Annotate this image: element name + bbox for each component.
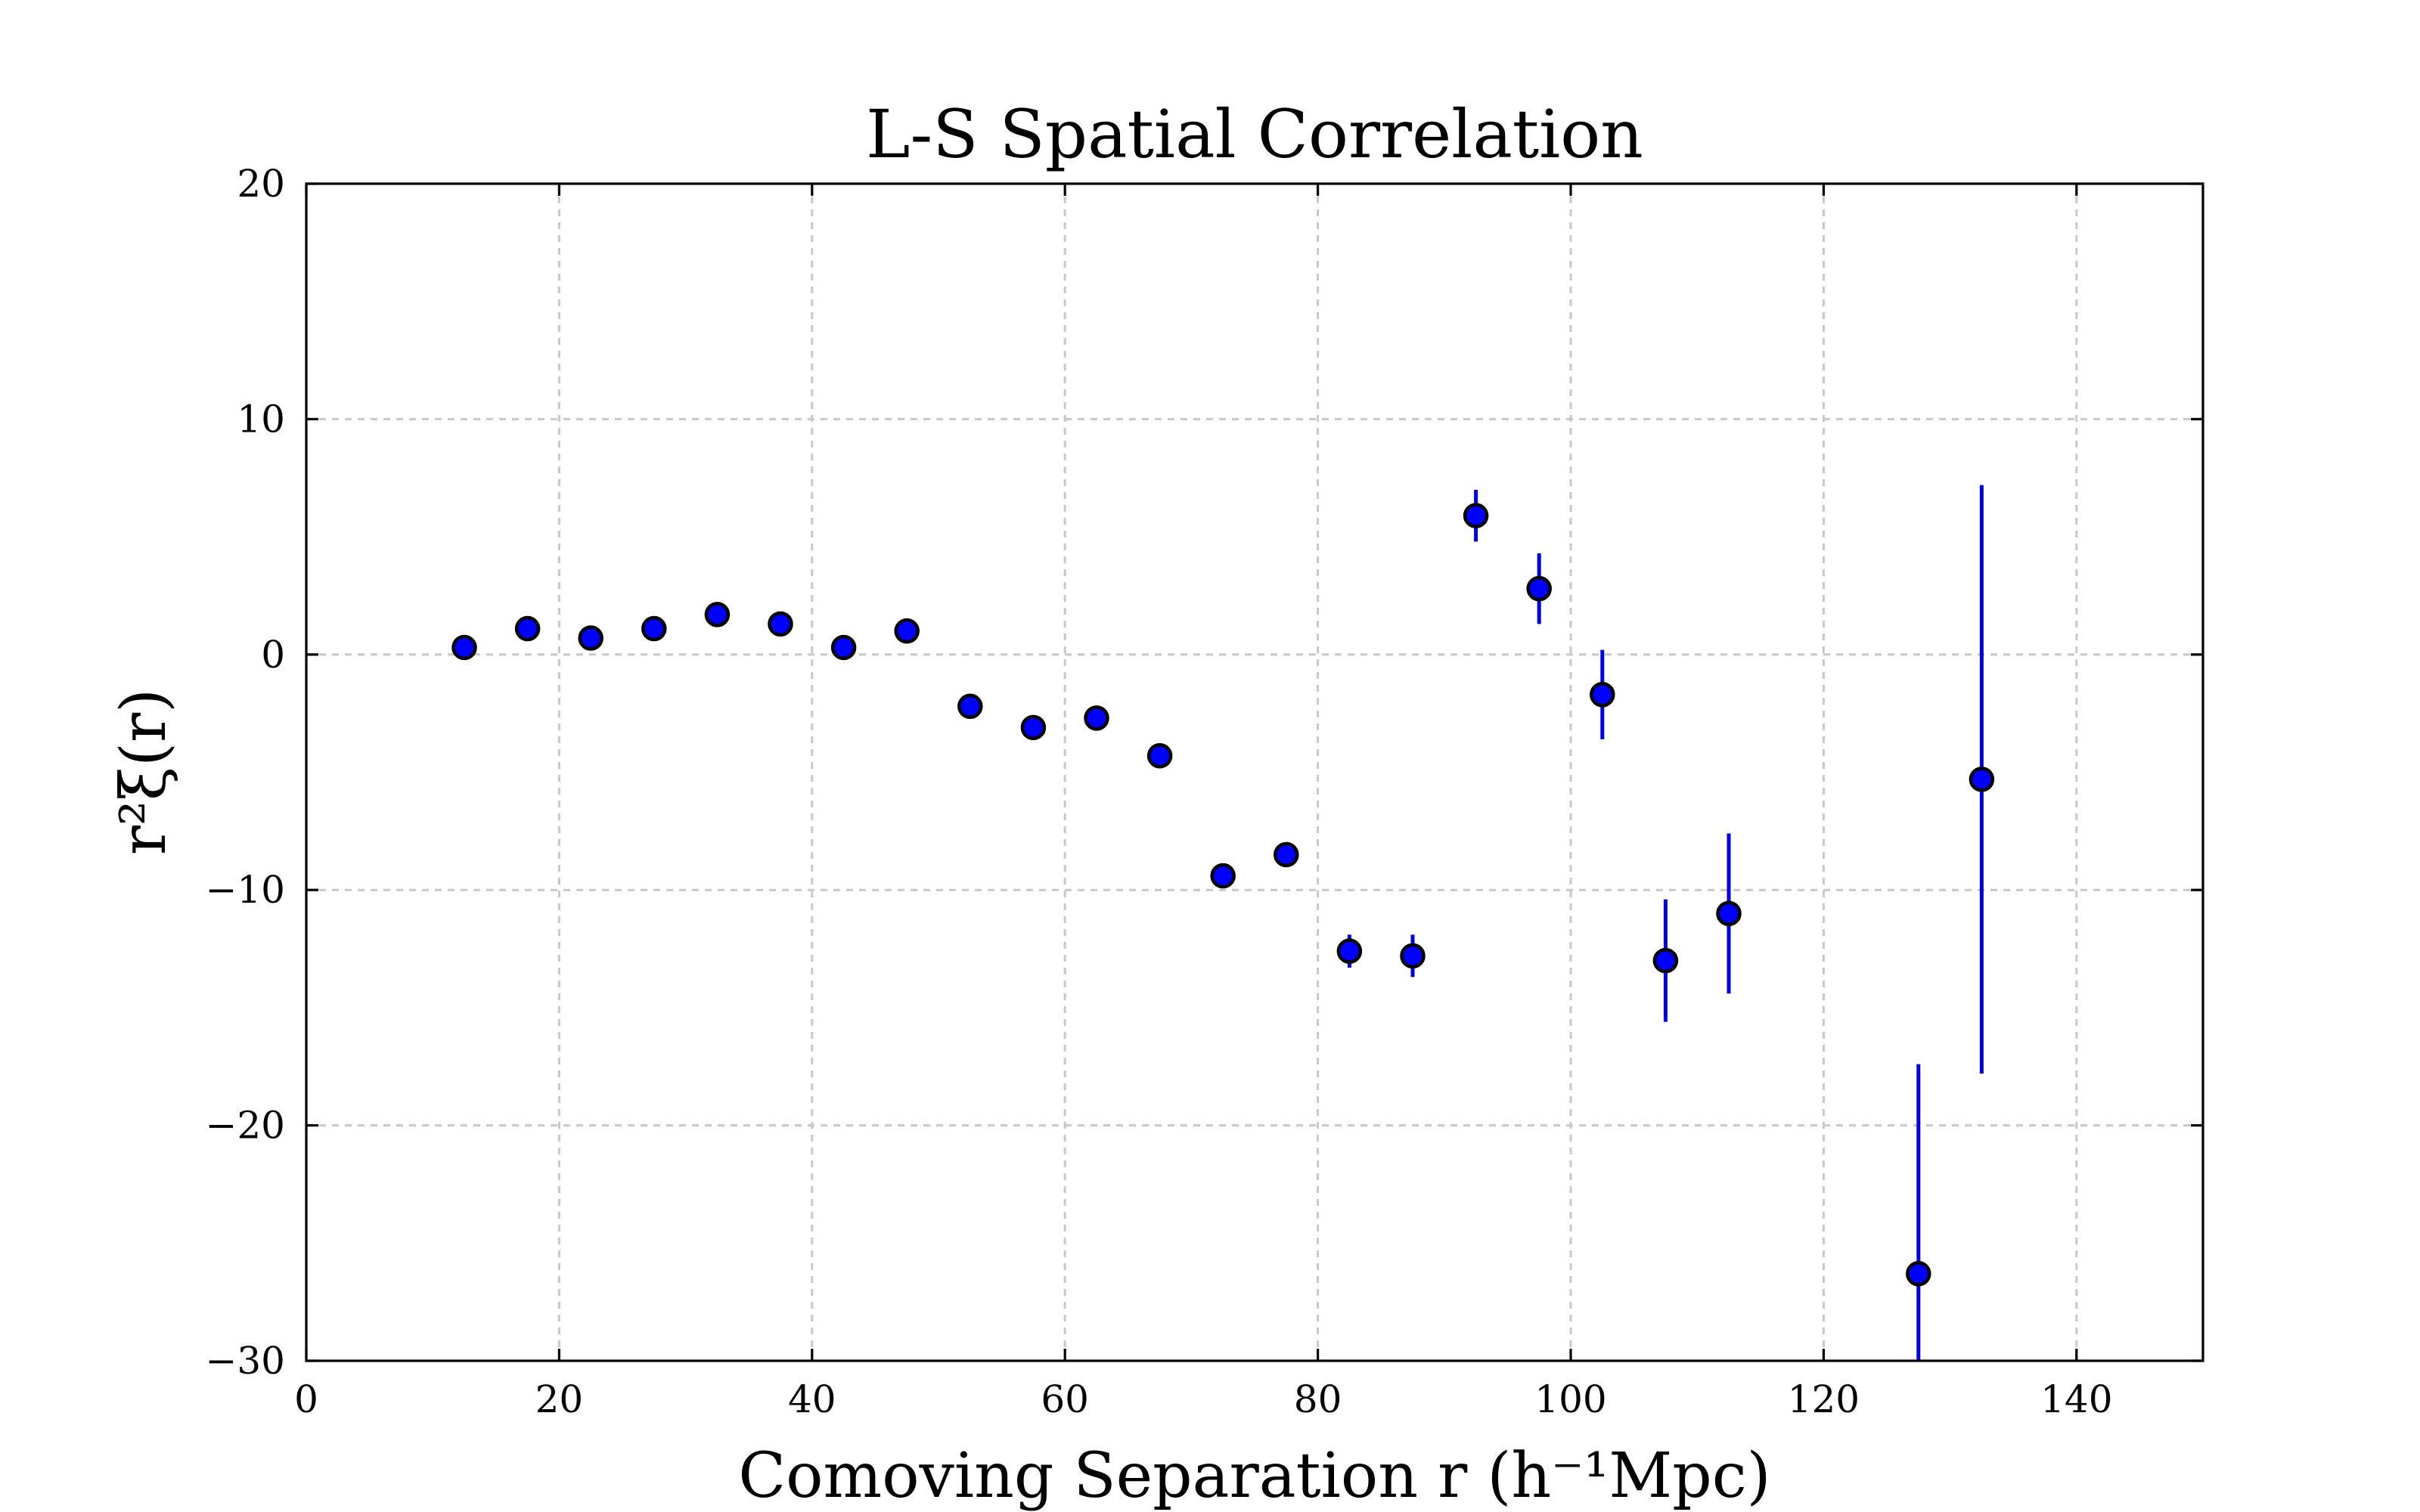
x-tick-label: 120 [1788, 1377, 1860, 1421]
data-point [957, 693, 983, 720]
y-tick-label: 10 [237, 397, 285, 441]
data-point [1652, 947, 1679, 974]
y-tick-label: −30 [205, 1339, 285, 1383]
chart-title: L-S Spatial Correlation [866, 95, 1643, 173]
data-point [514, 615, 541, 642]
data-point [1716, 900, 1742, 927]
data-point [1906, 1261, 1931, 1287]
data-point [894, 618, 920, 644]
data-point [1526, 575, 1552, 602]
x-tick-label: 100 [1534, 1377, 1606, 1421]
x-tick-label: 80 [1294, 1377, 1342, 1421]
data-point [1336, 938, 1363, 964]
x-tick-label: 60 [1041, 1377, 1089, 1421]
data-point [1274, 841, 1299, 868]
data-point [704, 602, 731, 627]
data-point [1400, 943, 1426, 969]
x-tick-label: 0 [294, 1377, 318, 1421]
data-point [1020, 714, 1047, 741]
data-point [1210, 863, 1236, 889]
x-tick-label: 140 [2040, 1377, 2112, 1421]
data-point [1969, 767, 1995, 792]
data-points [451, 503, 1995, 1287]
x-tick-labels: 0 20 40 60 80 100 120 140 [294, 1377, 2112, 1421]
data-point [830, 634, 857, 661]
plot-frame [305, 182, 2204, 1362]
grid [306, 184, 2203, 1361]
x-axis-label: Comoving Separation r (h⁻¹Mpc) [738, 1440, 1770, 1512]
data-point [1590, 681, 1615, 708]
x-tick-label: 40 [788, 1377, 836, 1421]
y-tick-label: −20 [205, 1104, 285, 1148]
y-tick-labels: −30 −20 −10 0 10 20 [205, 162, 285, 1383]
y-tick-label: 20 [237, 162, 285, 206]
y-tick-label: 0 [261, 633, 285, 677]
data-point [1463, 503, 1489, 528]
axis-ticks [305, 182, 2203, 1362]
error-bars [462, 485, 1984, 1361]
y-tick-label: −10 [205, 868, 285, 912]
data-point [768, 611, 793, 637]
data-point [641, 615, 667, 642]
x-tick-label: 20 [535, 1377, 584, 1421]
data-point [1146, 742, 1173, 769]
data-point [451, 634, 477, 661]
data-point [578, 625, 603, 651]
data-point [1084, 705, 1109, 731]
y-axis-label: r²ξ(r) [108, 689, 180, 855]
